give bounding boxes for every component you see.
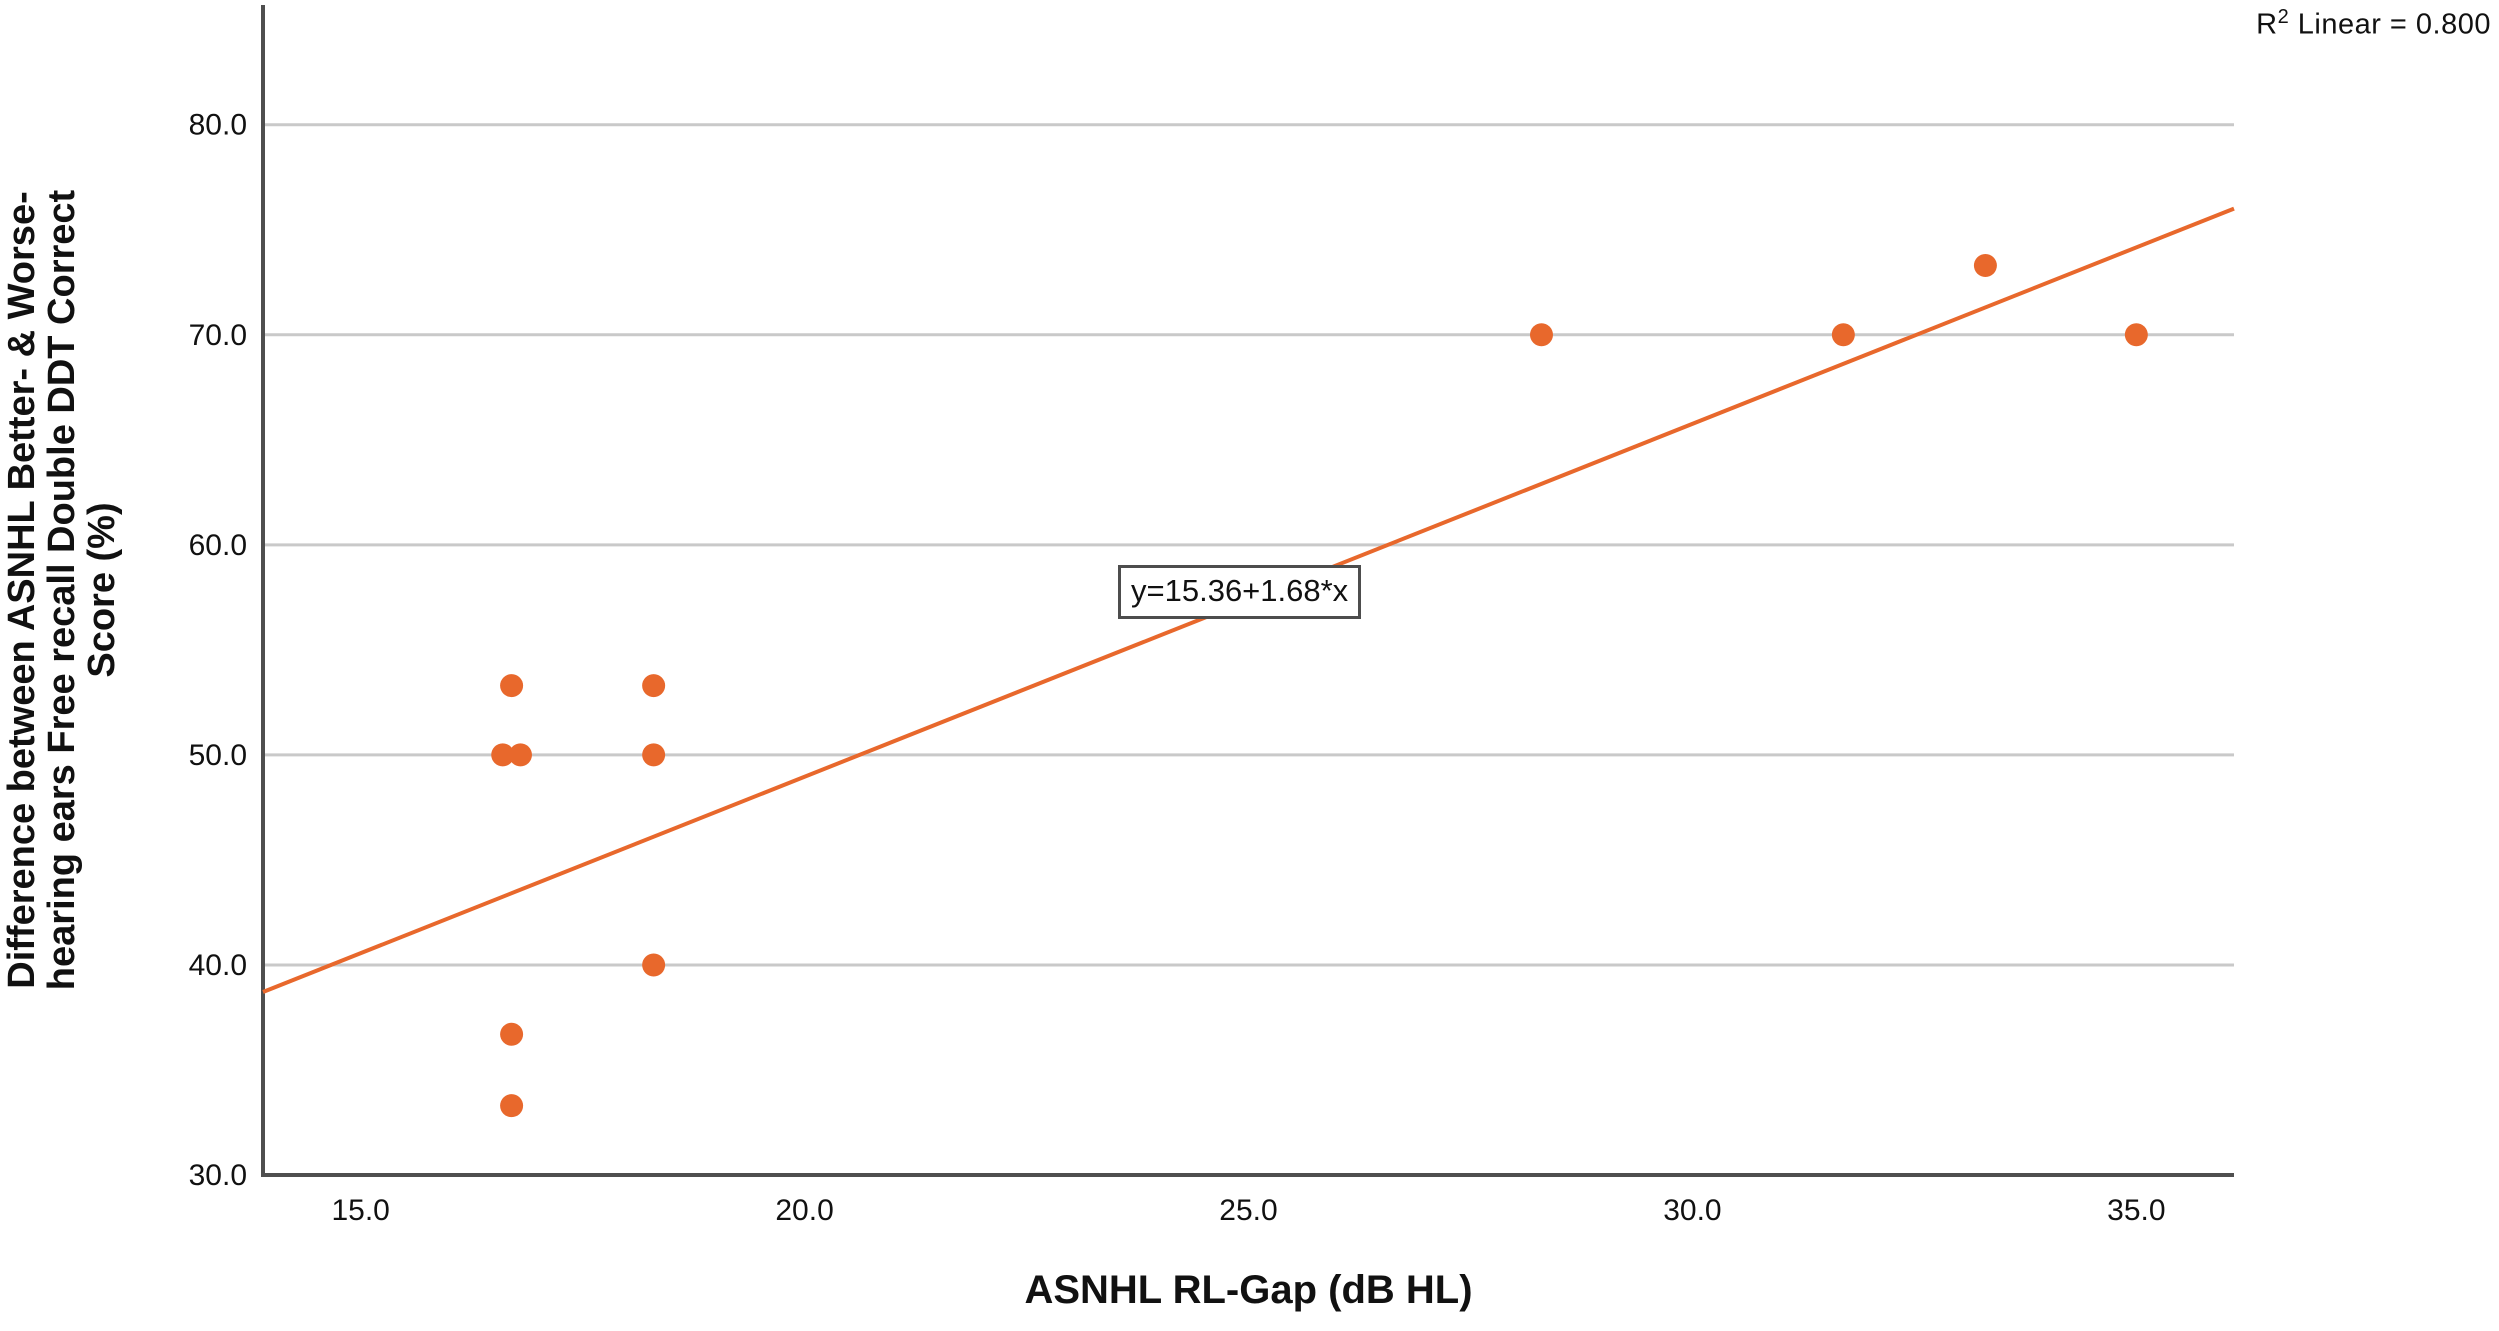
data-point: [642, 674, 666, 698]
y-tick-label: 80.0: [189, 109, 247, 142]
y-axis-title-line2: hearing ears Free recall Double DDT Corr…: [41, 189, 83, 991]
y-axis-title-line3: Score (%): [81, 502, 123, 678]
data-point: [508, 743, 532, 767]
regression-equation-label: y=15.36+1.68*x: [1118, 565, 1362, 619]
x-tick-label: 25.0: [1219, 1194, 1277, 1227]
data-point: [491, 743, 515, 767]
y-tick-label: 40.0: [189, 949, 247, 982]
r-squared-annotation: R2 Linear = 0.800: [2256, 6, 2491, 42]
y-tick-label: 60.0: [189, 529, 247, 562]
y-axis-title: Difference between ASNHL Better- & Worse…: [1, 5, 123, 1175]
data-point: [1973, 253, 1997, 277]
data-point: [500, 674, 524, 698]
data-point: [1529, 323, 1553, 347]
y-tick-label: 70.0: [189, 319, 247, 352]
x-tick-label: 15.0: [331, 1194, 389, 1227]
data-point: [642, 953, 666, 977]
y-axis-title-line1: Difference between ASNHL Better- & Worse…: [1, 191, 43, 989]
x-tick-label: 20.0: [775, 1194, 833, 1227]
data-point: [1831, 323, 1855, 347]
y-tick-label: 50.0: [189, 739, 247, 772]
data-point: [642, 743, 666, 767]
x-tick-label: 30.0: [1663, 1194, 1721, 1227]
data-point: [2124, 323, 2148, 347]
r-squared-superscript: 2: [2277, 6, 2290, 28]
x-axis-title: ASNHL RL-Gap (dB HL): [1024, 1268, 1473, 1312]
r-squared-prefix: R: [2256, 8, 2278, 41]
y-tick-label: 30.0: [189, 1159, 247, 1192]
data-point: [500, 1094, 524, 1118]
r-squared-value: Linear = 0.800: [2289, 8, 2491, 41]
data-point: [500, 1022, 524, 1046]
x-tick-label: 35.0: [2107, 1194, 2165, 1227]
